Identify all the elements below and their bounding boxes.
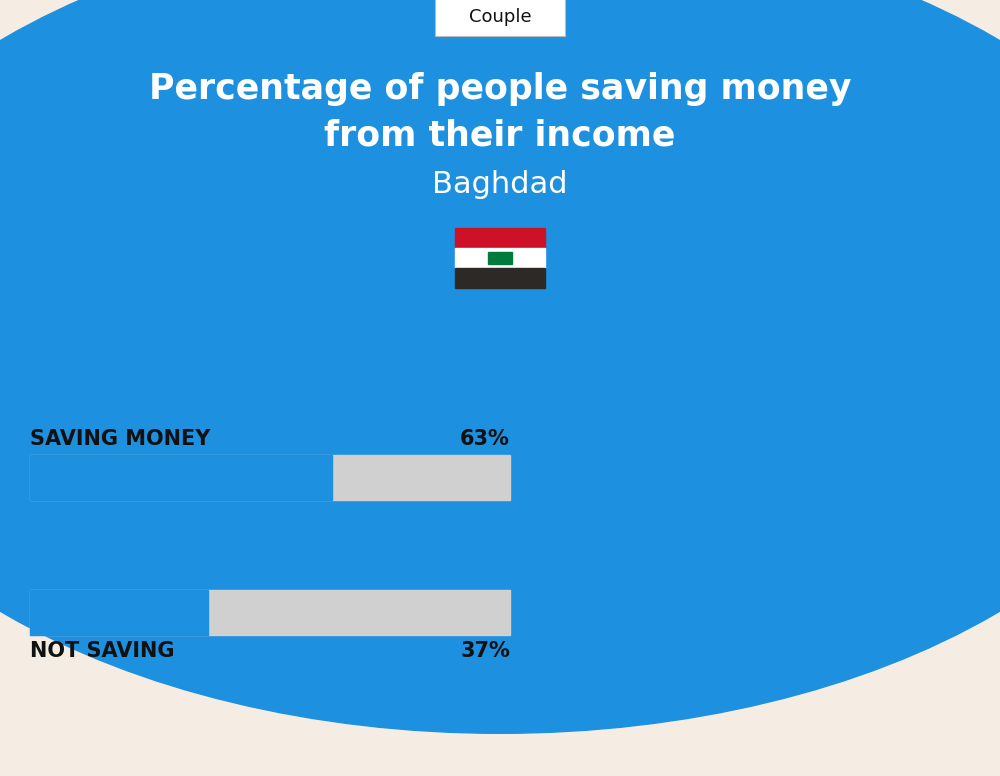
Text: Couple: Couple: [469, 8, 531, 26]
Text: Percentage of people saving money: Percentage of people saving money: [149, 72, 851, 106]
Bar: [455, 248, 545, 268]
Bar: [30, 455, 332, 500]
Ellipse shape: [0, 0, 1000, 733]
Bar: [488, 252, 512, 264]
Text: from their income: from their income: [324, 119, 676, 153]
Bar: [30, 455, 510, 500]
Bar: [30, 590, 208, 635]
Bar: [455, 228, 545, 248]
Text: NOT SAVING: NOT SAVING: [30, 641, 175, 661]
Text: 37%: 37%: [460, 641, 510, 661]
Text: SAVING MONEY: SAVING MONEY: [30, 429, 210, 449]
Bar: [30, 590, 510, 635]
FancyBboxPatch shape: [435, 0, 565, 36]
Text: Baghdad: Baghdad: [432, 170, 568, 199]
Text: 63%: 63%: [460, 429, 510, 449]
Bar: [455, 268, 545, 288]
